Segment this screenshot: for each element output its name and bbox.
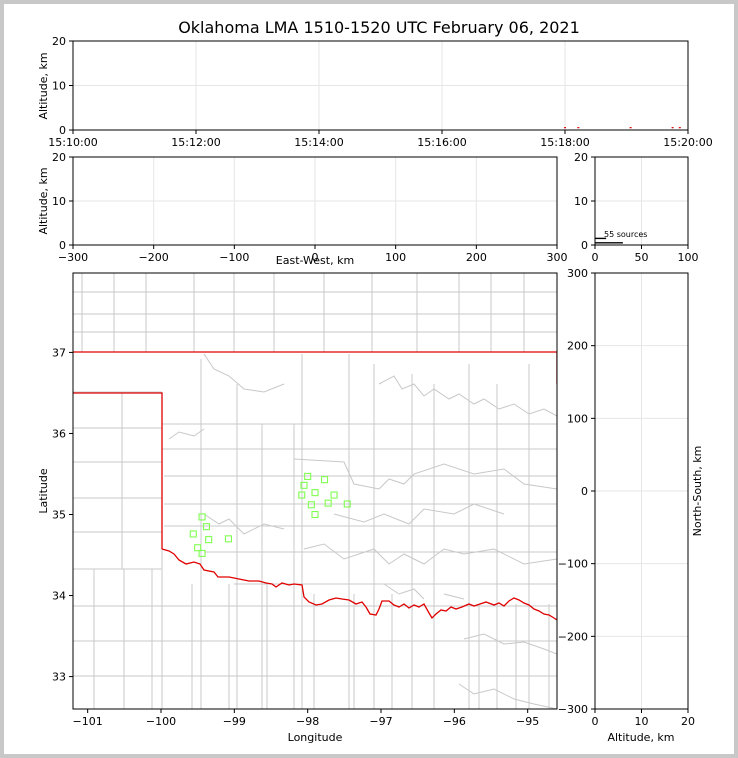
lightning-source-marker xyxy=(298,491,306,499)
county-lines xyxy=(73,273,557,709)
county-map xyxy=(73,273,557,709)
lightning-source-marker xyxy=(198,513,206,521)
latitude-tick-label: 36 xyxy=(52,427,66,440)
hist-altitude-tick-label: 10 xyxy=(574,195,588,208)
lightning-source-marker xyxy=(194,544,202,552)
ew-altitude-xlabel: East-West, km xyxy=(276,254,354,267)
lightning-source-marker xyxy=(330,491,338,499)
ew-tick-label: 100 xyxy=(385,251,406,264)
ns-tick-label: 300 xyxy=(567,267,588,280)
lightning-source-marker xyxy=(343,500,351,508)
map-frame xyxy=(72,272,558,710)
lightning-source-marker xyxy=(311,489,319,497)
time-tick-label: 15:20:00 xyxy=(663,136,712,149)
ew-tick-label: 200 xyxy=(466,251,487,264)
ew-tick-label: 0 xyxy=(312,251,319,264)
lightning-source-marker xyxy=(300,481,308,489)
map-panel: −101 −100 −99 −98 −97 −96 −95 33 34 35 36 37 Latitu… xyxy=(37,272,558,744)
lightning-source-marker xyxy=(304,472,312,480)
lightning-source-marker xyxy=(307,501,315,509)
time-tick-label: 15:16:00 xyxy=(417,136,466,149)
altitude-tick-label: 10 xyxy=(52,80,66,93)
ns-altitude-tick-label: 0 xyxy=(592,715,599,728)
lightning-source-marker xyxy=(202,523,211,531)
lightning-source-marker xyxy=(198,549,206,557)
map-xlabel: Longitude xyxy=(288,731,343,744)
chart-title: Oklahoma LMA 1510-1520 UTC February 06, … xyxy=(178,18,580,37)
hist-altitude-tick-label: 0 xyxy=(581,239,588,252)
altitude-tick-label: 20 xyxy=(52,35,66,48)
ns-tick-label: 200 xyxy=(567,340,588,353)
time-altitude-ylabel: Altitude, km xyxy=(37,52,50,119)
histogram-panel: 0 50 100 0 10 20 55 sources xyxy=(574,151,699,264)
lightning-source-marker xyxy=(189,530,197,538)
ns-tick-label: −100 xyxy=(558,558,588,571)
time-tick-label: 15:18:00 xyxy=(540,136,589,149)
longitude-tick-label: −96 xyxy=(443,715,466,728)
source-markers xyxy=(189,472,351,557)
ew-altitude-ylabel: Altitude, km xyxy=(37,167,50,234)
ew-tick-label: −100 xyxy=(219,251,249,264)
ew-altitude-panel: −300 −200 −100 0 100 200 300 0 10 20 Altitude, km… xyxy=(37,151,568,267)
ns-tick-label: 0 xyxy=(581,485,588,498)
lma-figure: Oklahoma LMA 1510-1520 UTC February 06, … xyxy=(4,4,734,754)
latitude-tick-label: 33 xyxy=(52,671,66,684)
hist-tick-label: 0 xyxy=(592,251,599,264)
lightning-source-marker xyxy=(311,510,319,519)
source-count-annotation: 55 sources xyxy=(604,230,647,239)
oklahoma-border xyxy=(73,351,557,621)
ns-tick-label: 100 xyxy=(567,412,588,425)
hist-tick-label: 100 xyxy=(678,251,699,264)
ew-tick-label: 300 xyxy=(547,251,568,264)
longitude-tick-label: −98 xyxy=(296,715,319,728)
longitude-tick-label: −97 xyxy=(369,715,392,728)
hist-tick-label: 50 xyxy=(635,251,649,264)
longitude-tick-label: −99 xyxy=(223,715,246,728)
time-altitude-panel: 15:10:00 15:12:00 15:14:00 15:16:00 15:18:00… xyxy=(37,35,713,149)
map-ylabel: Latitude xyxy=(37,468,50,514)
longitude-tick-label: −101 xyxy=(73,715,103,728)
ew-altitude-tick-label: 20 xyxy=(52,151,66,164)
lightning-source-marker xyxy=(324,499,332,507)
longitude-tick-label: −95 xyxy=(516,715,539,728)
ns-altitude-ylabel: North-South, km xyxy=(691,446,704,537)
lma-chart-svg: Oklahoma LMA 1510-1520 UTC February 06, … xyxy=(37,18,713,744)
ns-altitude-tick-label: 10 xyxy=(635,715,649,728)
time-tick-label: 15:14:00 xyxy=(294,136,343,149)
latitude-tick-label: 35 xyxy=(52,509,66,522)
lightning-source-marker xyxy=(320,476,329,484)
ew-altitude-tick-label: 0 xyxy=(59,239,66,252)
ns-tick-label: −300 xyxy=(558,703,588,716)
ns-altitude-panel: 0 10 20 −300 −200 −100 0 100 200 300 North-South,… xyxy=(558,267,704,744)
ew-tick-label: −300 xyxy=(58,251,88,264)
lightning-source-marker xyxy=(205,536,213,544)
time-tick-label: 15:12:00 xyxy=(171,136,220,149)
ns-altitude-tick-label: 20 xyxy=(681,715,695,728)
ns-tick-label: −200 xyxy=(558,630,588,643)
lightning-source-marker xyxy=(224,535,233,543)
altitude-tick-label: 0 xyxy=(59,124,66,137)
ns-altitude-xlabel: Altitude, km xyxy=(607,731,674,744)
time-tick-label: 15:10:00 xyxy=(48,136,97,149)
latitude-tick-label: 34 xyxy=(52,590,66,603)
longitude-tick-label: −100 xyxy=(146,715,176,728)
latitude-tick-label: 37 xyxy=(52,346,66,359)
hist-altitude-tick-label: 20 xyxy=(574,151,588,164)
ew-altitude-tick-label: 10 xyxy=(52,195,66,208)
ew-tick-label: −200 xyxy=(139,251,169,264)
